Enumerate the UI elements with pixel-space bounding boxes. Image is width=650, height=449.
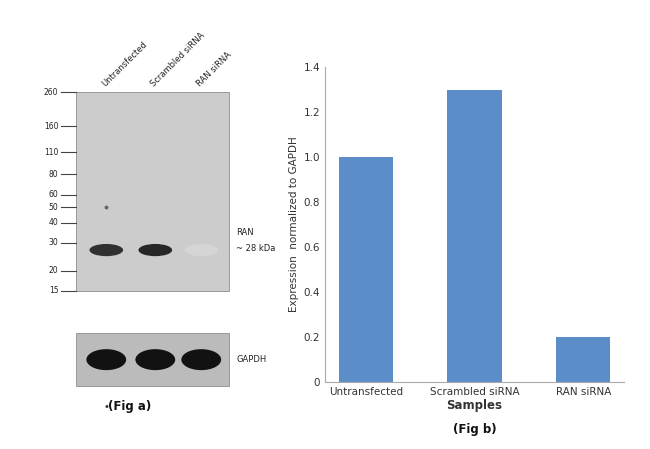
Text: (Fig a): (Fig a) (109, 400, 151, 413)
Text: ~ 28 kDa: ~ 28 kDa (236, 244, 276, 253)
Text: RAN: RAN (236, 229, 254, 238)
Text: RAN siRNA: RAN siRNA (195, 50, 233, 89)
Bar (339, 157, 393, 382)
Text: Untransfected: Untransfected (100, 40, 149, 89)
Text: 40: 40 (49, 218, 58, 227)
Text: 30: 30 (49, 238, 58, 247)
Text: 60: 60 (49, 190, 58, 199)
Text: 15: 15 (49, 286, 58, 295)
Text: 20: 20 (49, 266, 58, 275)
Text: 80: 80 (49, 170, 58, 179)
Text: Scrambled siRNA: Scrambled siRNA (149, 31, 207, 89)
FancyBboxPatch shape (75, 92, 229, 291)
Text: •: • (103, 401, 109, 412)
Y-axis label: Expression  normalized to GAPDH: Expression normalized to GAPDH (289, 136, 300, 313)
Ellipse shape (185, 244, 218, 256)
Ellipse shape (135, 349, 176, 370)
Bar (556, 337, 610, 382)
Text: 50: 50 (49, 202, 58, 211)
Ellipse shape (138, 244, 172, 256)
Ellipse shape (90, 244, 123, 256)
FancyBboxPatch shape (75, 333, 229, 386)
Text: 260: 260 (44, 88, 58, 97)
Text: 110: 110 (44, 148, 58, 157)
Text: 160: 160 (44, 122, 58, 131)
Ellipse shape (181, 349, 221, 370)
Bar (447, 90, 502, 382)
Ellipse shape (86, 349, 126, 370)
Text: GAPDH: GAPDH (236, 355, 266, 364)
Text: (Fig b): (Fig b) (452, 423, 497, 436)
X-axis label: Samples: Samples (447, 399, 502, 412)
